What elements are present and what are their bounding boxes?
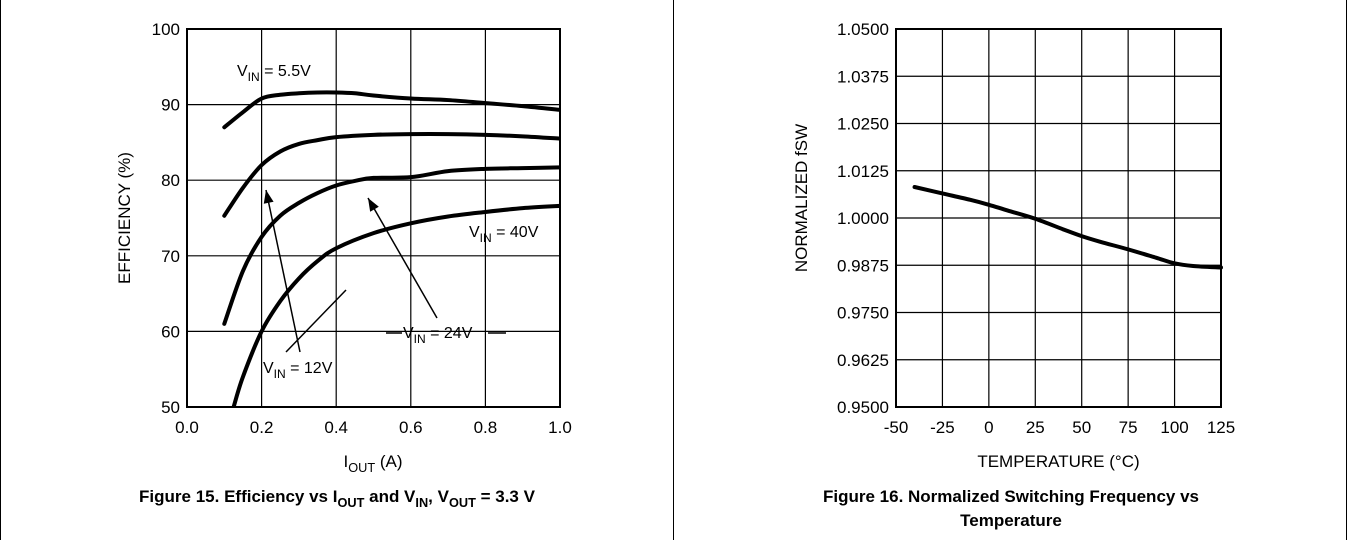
- x-tick-label: 0.2: [250, 418, 274, 437]
- series-label-vin-5.5v-rest: = 5.5V: [260, 63, 311, 80]
- x-tick-label: 0.4: [324, 418, 348, 437]
- caption-sub: OUT: [337, 495, 364, 510]
- x-tick-label: 75: [1119, 418, 1138, 437]
- series-label-vin-12v-rest: = 12V: [286, 360, 333, 377]
- figure-caption-line1: Figure 16. Normalized Switching Frequenc…: [823, 487, 1199, 506]
- x-axis-label-sub: OUT: [348, 460, 375, 475]
- x-tick-label: 0.6: [399, 418, 423, 437]
- x-tick-label: 0.8: [474, 418, 498, 437]
- caption-sub: IN: [415, 495, 428, 510]
- plot-frame: [186, 28, 561, 408]
- y-tick-label: 0.9500: [837, 398, 889, 417]
- y-tick-label: 1.0500: [837, 20, 889, 39]
- caption-part: Figure 15. Efficiency vs I: [139, 487, 337, 506]
- series-label-vin-40v-main: V: [469, 224, 480, 241]
- y-tick-label: 100: [152, 20, 180, 39]
- x-tick-label: 0.0: [175, 418, 199, 437]
- series-label-vin-24v-sub: IN: [414, 332, 426, 346]
- series-label-vin-24v-rest: = 24V: [426, 325, 473, 342]
- arrowhead: [263, 190, 274, 204]
- frequency-chart: -50 -25 0 25 50 75 100 125 0.9500 0.9625 0.9750 0.9…: [792, 20, 1235, 530]
- series-label-vin-12v: VIN = 12V: [263, 360, 333, 381]
- y-tick-label: 0.9625: [837, 351, 889, 370]
- x-axis-label: IOUT (A): [343, 452, 402, 475]
- series-line: [222, 131, 560, 218]
- x-tick-label: 125: [1207, 418, 1235, 437]
- y-tick-label: 90: [161, 96, 180, 115]
- series-label-vin-12v-sub: IN: [274, 367, 286, 381]
- plot-frame: [895, 28, 1222, 408]
- figure-caption-line2: Temperature: [960, 511, 1062, 530]
- annotation-line-12v: [285, 289, 347, 353]
- y-tick-label: 50: [161, 398, 180, 417]
- y-tick-label: 70: [161, 247, 180, 266]
- series-label-vin-5.5v-main: V: [237, 63, 248, 80]
- x-axis-label: TEMPERATURE (°C): [977, 452, 1139, 471]
- series-label-vin-40v: VIN = 40V: [469, 224, 539, 245]
- y-tick-label: 1.0375: [837, 67, 889, 86]
- y-tick-label: 0.9750: [837, 304, 889, 323]
- series-label-vin-40v-sub: IN: [480, 231, 492, 245]
- x-tick-label: 50: [1072, 418, 1091, 437]
- figure-16-panel: -50 -25 0 25 50 75 100 125 0.9500 0.9625 0.9750 0.9…: [674, 0, 1347, 540]
- arrowhead: [368, 198, 379, 212]
- figure-15-panel: 0.0 0.2 0.4 0.6 0.8 1.0 50 60 70 80 90 100 VIN = 5.5…: [0, 0, 674, 540]
- x-tick-label: -50: [884, 418, 909, 437]
- x-tick-label: -25: [930, 418, 955, 437]
- series-line: [222, 90, 560, 130]
- y-tick-label: 1.0000: [837, 209, 889, 228]
- y-tick-label: 1.0250: [837, 115, 889, 134]
- caption-part: , V: [428, 487, 449, 506]
- series-label-vin-24v: VIN = 24V: [403, 325, 473, 346]
- series-label-vin-12v-main: V: [263, 360, 274, 377]
- x-axis-label-rest: (A): [375, 452, 402, 471]
- x-tick-label: 25: [1026, 418, 1045, 437]
- caption-sub: OUT: [449, 495, 476, 510]
- series-label-vin-5.5v: VIN = 5.5V: [237, 63, 311, 84]
- x-tick-label: 1.0: [548, 418, 572, 437]
- series-label-vin-5.5v-sub: IN: [248, 70, 260, 84]
- y-tick-label: 0.9875: [837, 256, 889, 275]
- x-tick-label: 100: [1160, 418, 1188, 437]
- series-label-vin-24v-main: V: [403, 325, 414, 342]
- caption-part: and V: [364, 487, 416, 506]
- annotation-arrow-12v: [265, 189, 301, 353]
- series-label-vin-40v-rest: = 40V: [492, 224, 539, 241]
- figure-caption: Figure 15. Efficiency vs IOUT and VIN, V…: [139, 487, 536, 510]
- series-line: [231, 203, 560, 407]
- y-axis-label: NORMALIZED fSW: [792, 124, 811, 272]
- caption-part: = 3.3 V: [476, 487, 536, 506]
- annotation-arrow-24v: [367, 197, 438, 319]
- x-tick-label: 0: [984, 418, 993, 437]
- y-tick-label: 80: [161, 171, 180, 190]
- y-tick-label: 1.0125: [837, 162, 889, 181]
- series-line: [912, 185, 1223, 270]
- y-axis-label: EFFICIENCY (%): [115, 152, 134, 284]
- x-axis-label-main: I: [343, 452, 348, 471]
- y-tick-label: 60: [161, 322, 180, 341]
- series-line: [222, 165, 560, 326]
